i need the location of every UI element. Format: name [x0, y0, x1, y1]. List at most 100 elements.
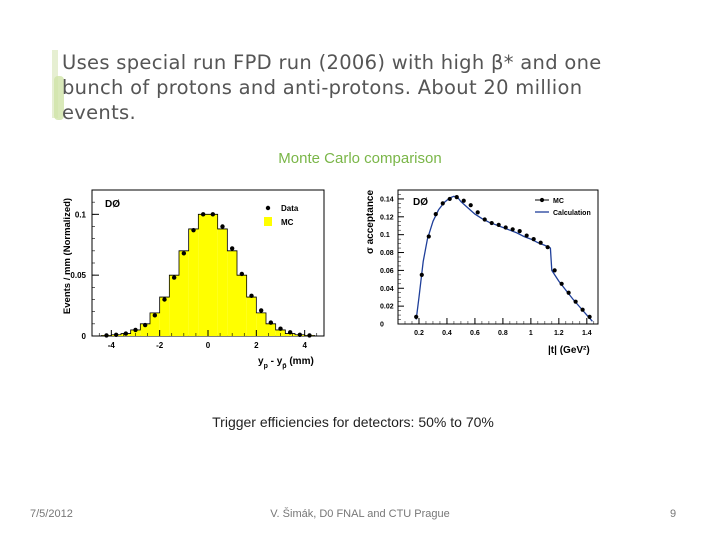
y-tick-label: 0.08 — [380, 250, 394, 257]
x-tick-label: -2 — [156, 341, 164, 350]
y-tick-label: 0.12 — [380, 214, 394, 221]
mc-point — [475, 210, 480, 215]
mc-bar — [130, 329, 141, 336]
legend-label-mc: MC — [281, 218, 294, 227]
mc-point — [587, 314, 592, 319]
x-tick-label: 2 — [254, 341, 259, 350]
mc-bar — [227, 250, 237, 336]
data-point — [307, 333, 312, 338]
data-point — [268, 320, 274, 325]
data-point — [191, 227, 196, 233]
legend-mc-swatch — [264, 217, 272, 226]
x-tick-label: 1.4 — [582, 330, 592, 337]
x-axis-label: |t| (GeV²) — [548, 345, 590, 356]
mc-bar — [150, 312, 160, 336]
data-point — [220, 224, 225, 229]
footer-date: 7/5/2012 — [30, 508, 73, 520]
y-tick-label: 0.02 — [380, 304, 394, 311]
mc-bar — [140, 323, 150, 336]
caption: Trigger efficiencies for detectors: 50% … — [212, 414, 494, 430]
mc-bar — [217, 228, 228, 336]
data-point — [258, 308, 264, 313]
x-tick-label: 0 — [206, 341, 211, 350]
mc-bar — [246, 297, 257, 336]
histogram-chart: Events / mm (Normalized) -4 -2 0 2 4 0 0.05 0.1… — [62, 189, 325, 370]
data-point — [239, 271, 245, 277]
decorative-blob — [54, 76, 64, 120]
data-point — [142, 322, 148, 328]
mc-bar — [179, 250, 189, 336]
mc-point — [414, 314, 419, 319]
x-tick-label: 0.4 — [442, 330, 452, 337]
y-tick-label: 0 — [380, 322, 384, 329]
mc-bar — [169, 275, 179, 336]
mc-point — [559, 281, 564, 286]
y-tick-label: 0.06 — [380, 268, 394, 275]
y-tick-label: 0.1 — [380, 232, 390, 239]
data-point — [123, 331, 129, 336]
legend-label-calculation: Calculation — [553, 210, 591, 217]
mc-point — [461, 198, 466, 203]
x-tick-label: 0.2 — [414, 330, 424, 337]
mc-point — [426, 234, 431, 239]
y-axis-label: Events / mm (Normalized) — [62, 198, 73, 314]
x-axis-label: yp - yp̄ (mm) — [258, 356, 314, 370]
x-tick-label: 4 — [302, 341, 307, 350]
mc-bar — [208, 214, 218, 336]
experiment-logo: DØ — [413, 197, 428, 208]
legend-label-mc: MC — [553, 198, 564, 205]
legend-mc-marker — [539, 197, 545, 203]
mc-bar — [188, 228, 199, 336]
mc-bar — [275, 329, 286, 336]
data-point — [229, 246, 235, 251]
mc-point — [496, 222, 501, 227]
x-tick-label: 1 — [529, 330, 533, 337]
acceptance-chart: σ acceptance 0 0.02 0.04 0.06 0.08 0.1 0.12 0.1… — [365, 189, 599, 356]
mc-point — [524, 233, 529, 238]
mc-point — [454, 195, 459, 200]
data-point — [278, 326, 283, 331]
mc-point — [503, 225, 508, 230]
mc-point — [531, 237, 536, 242]
mc-point — [419, 272, 424, 277]
mc-point — [580, 307, 585, 312]
mc-point — [489, 220, 494, 226]
mc-bar — [198, 214, 208, 336]
y-tick-label: 0.05 — [70, 271, 86, 280]
x-tick-label: 1.2 — [554, 330, 564, 337]
y-tick-label: 0.04 — [380, 286, 394, 293]
experiment-logo: DØ — [105, 199, 120, 210]
data-point — [297, 332, 303, 337]
calculation-line — [415, 195, 593, 322]
mc-point — [468, 203, 473, 208]
mc-point — [447, 196, 452, 202]
data-point — [287, 330, 293, 335]
data-point — [113, 332, 119, 337]
mc-bar — [237, 275, 247, 336]
mc-point — [538, 240, 543, 245]
mc-point — [552, 268, 557, 273]
legend-label-data: Data — [281, 204, 299, 213]
x-tick-label: 0.6 — [470, 330, 480, 337]
y-tick-label: 0.1 — [75, 210, 87, 219]
mc-point — [566, 290, 571, 295]
mc-bar — [159, 297, 170, 336]
y-tick-label: 0.14 — [380, 196, 394, 203]
mc-point — [517, 228, 522, 234]
mc-point — [440, 201, 445, 206]
data-point — [210, 212, 216, 217]
mc-bar — [285, 333, 295, 336]
x-tick-label: 0.8 — [498, 330, 508, 337]
mc-point — [545, 245, 550, 250]
slide-subtitle: Monte Carlo comparison — [278, 150, 442, 167]
data-point — [181, 251, 187, 256]
bullet-text: Uses special run FPD run (2006) with hig… — [62, 51, 602, 124]
data-point — [152, 313, 158, 318]
mc-point — [573, 299, 578, 304]
data-point — [104, 333, 109, 338]
y-axis-label: σ acceptance — [365, 190, 376, 255]
data-point — [133, 327, 138, 333]
y-tick-label: 0 — [82, 332, 87, 341]
mc-bar — [266, 323, 276, 336]
mc-point — [433, 212, 438, 217]
